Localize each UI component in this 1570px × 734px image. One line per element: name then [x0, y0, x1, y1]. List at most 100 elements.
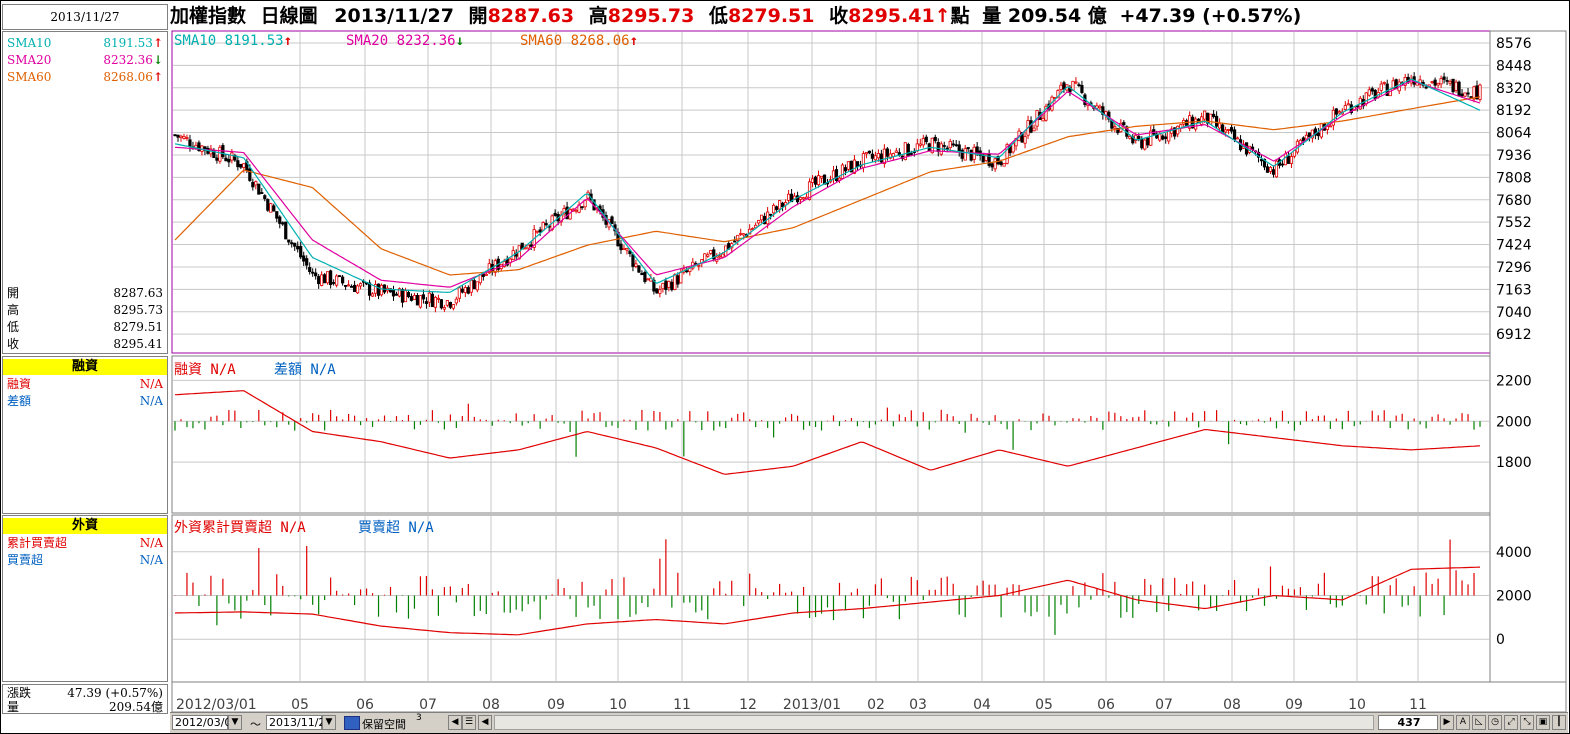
info-row-value-text: N/A [139, 553, 163, 567]
candle-body [269, 203, 273, 213]
reserve-space-icon[interactable] [344, 716, 360, 730]
margin-bar-group [174, 403, 1481, 457]
x-tick-label: 09 [547, 697, 565, 712]
info-row-label: 量 [7, 700, 20, 714]
end-date-dropdown-button[interactable]: ▼ [322, 715, 336, 730]
info-row-value: N/A [140, 393, 163, 409]
foreign-bar-group [174, 539, 1481, 635]
fullscreen-icon[interactable]: ▣ [1536, 715, 1550, 730]
info-row-value: N/A [140, 376, 163, 392]
legend-item: SMA60 8268.06↑ [520, 33, 638, 49]
candle-body [1203, 110, 1207, 120]
pan-left-button[interactable]: ◀ [448, 715, 462, 730]
candle-body [1077, 84, 1081, 87]
candle-body [197, 142, 201, 151]
info-row-label: 買賣超 [7, 553, 44, 567]
candle-body [382, 284, 387, 293]
font-size-icon[interactable]: A [1456, 715, 1470, 730]
candle-body [1451, 78, 1455, 93]
candle-body [667, 280, 671, 288]
candle-body [1310, 129, 1314, 139]
clock-icon[interactable]: ◷ [1488, 715, 1502, 730]
info-row-value: 8295.73 [113, 302, 163, 318]
candle-body [1209, 113, 1213, 125]
candle-body [230, 152, 234, 161]
foreign-info-panel: 外資 累計買賣超 N/A 買賣超 N/A [2, 515, 168, 682]
zoom-button[interactable]: ☰ [462, 715, 476, 730]
scroll-right-button[interactable]: ▶ [1440, 715, 1454, 730]
candle-body [329, 270, 333, 286]
open-label: 開 [468, 5, 488, 27]
expand-icon[interactable]: ⤢ [1504, 715, 1518, 730]
start-date-dropdown-button[interactable]: ▼ [228, 715, 242, 730]
chart-canvas[interactable]: 2012/03/01 05 06 07 08 09 10 11 12 2013/01 02 03 04 0… [0, 0, 1570, 712]
info-row-label: 融資 [7, 377, 32, 391]
candle-body [1466, 92, 1470, 95]
candle-body [1460, 93, 1464, 97]
info-row-value: N/A [140, 552, 163, 568]
legend-text: 外資累計買賣超 N/A [174, 520, 306, 536]
scroll-left-button[interactable]: ◀ [478, 715, 492, 730]
candle-body [397, 288, 402, 297]
candle-body [538, 229, 542, 233]
candle-body [1223, 129, 1228, 133]
candle-body [394, 293, 399, 296]
start-date-field[interactable]: 2012/03/01 [172, 715, 238, 730]
candle-body [1262, 158, 1267, 168]
change-volume-panel: 漲跌 47.39 (+0.57%) 量 209.54億 [2, 684, 168, 714]
low-value: 8279.51 [727, 5, 815, 27]
shrink-icon[interactable]: ⤡ [1520, 715, 1534, 730]
candle-body [308, 267, 312, 273]
legend-item: 差額 N/A [274, 359, 336, 379]
candle-body [655, 288, 659, 294]
candle-body [945, 147, 949, 150]
candle-body [176, 134, 180, 138]
end-date-field[interactable]: 2013/11/27 [266, 715, 332, 730]
candle-body [816, 175, 821, 186]
candle-body [1098, 105, 1102, 109]
margin-balance-line [174, 390, 1481, 475]
candle-body [1161, 135, 1165, 140]
candle-body [930, 137, 934, 154]
horizontal-scrollbar-track[interactable] [494, 715, 1374, 730]
candle-body [903, 142, 907, 161]
date-box: 2013/11/27 [2, 4, 168, 30]
candle-body [733, 240, 737, 243]
candle-body [1116, 128, 1120, 134]
candle-body [412, 294, 417, 300]
candle-body [1235, 137, 1240, 140]
candle-body [272, 205, 276, 212]
candle-body [427, 292, 432, 303]
candle-body [1265, 166, 1270, 173]
candle-body [376, 283, 381, 296]
candle-body [772, 204, 776, 214]
info-row-value: 8287.63 [113, 285, 163, 301]
candle-body [1185, 120, 1189, 127]
bars-icon[interactable]: ┃ [1552, 715, 1566, 730]
candle-body [1304, 134, 1309, 140]
candle-body [1364, 92, 1368, 105]
candle-body [466, 287, 470, 294]
candle-body [544, 223, 548, 226]
candle-body [634, 263, 638, 267]
candle-body [418, 295, 423, 308]
open-value: 8287.63 [487, 5, 575, 27]
candle-body [786, 193, 791, 201]
candle-body [251, 181, 255, 188]
candle-body [415, 295, 420, 306]
candle-body [924, 136, 928, 143]
x-tick-label: 07 [1155, 697, 1173, 712]
info-row-value-text: N/A [139, 536, 163, 550]
candle-body [433, 296, 438, 308]
candle-body [574, 209, 578, 212]
candle-body [1439, 78, 1443, 85]
candle-body [1274, 160, 1279, 178]
candle-body [1232, 129, 1237, 140]
candle-body [1041, 118, 1045, 122]
candle-body [358, 283, 363, 287]
candle-body [781, 202, 785, 208]
bar-count-field[interactable]: 437 [1378, 715, 1438, 730]
candle-body [736, 234, 740, 241]
ruler-icon[interactable]: ◺ [1472, 715, 1486, 730]
candle-body [218, 146, 222, 162]
